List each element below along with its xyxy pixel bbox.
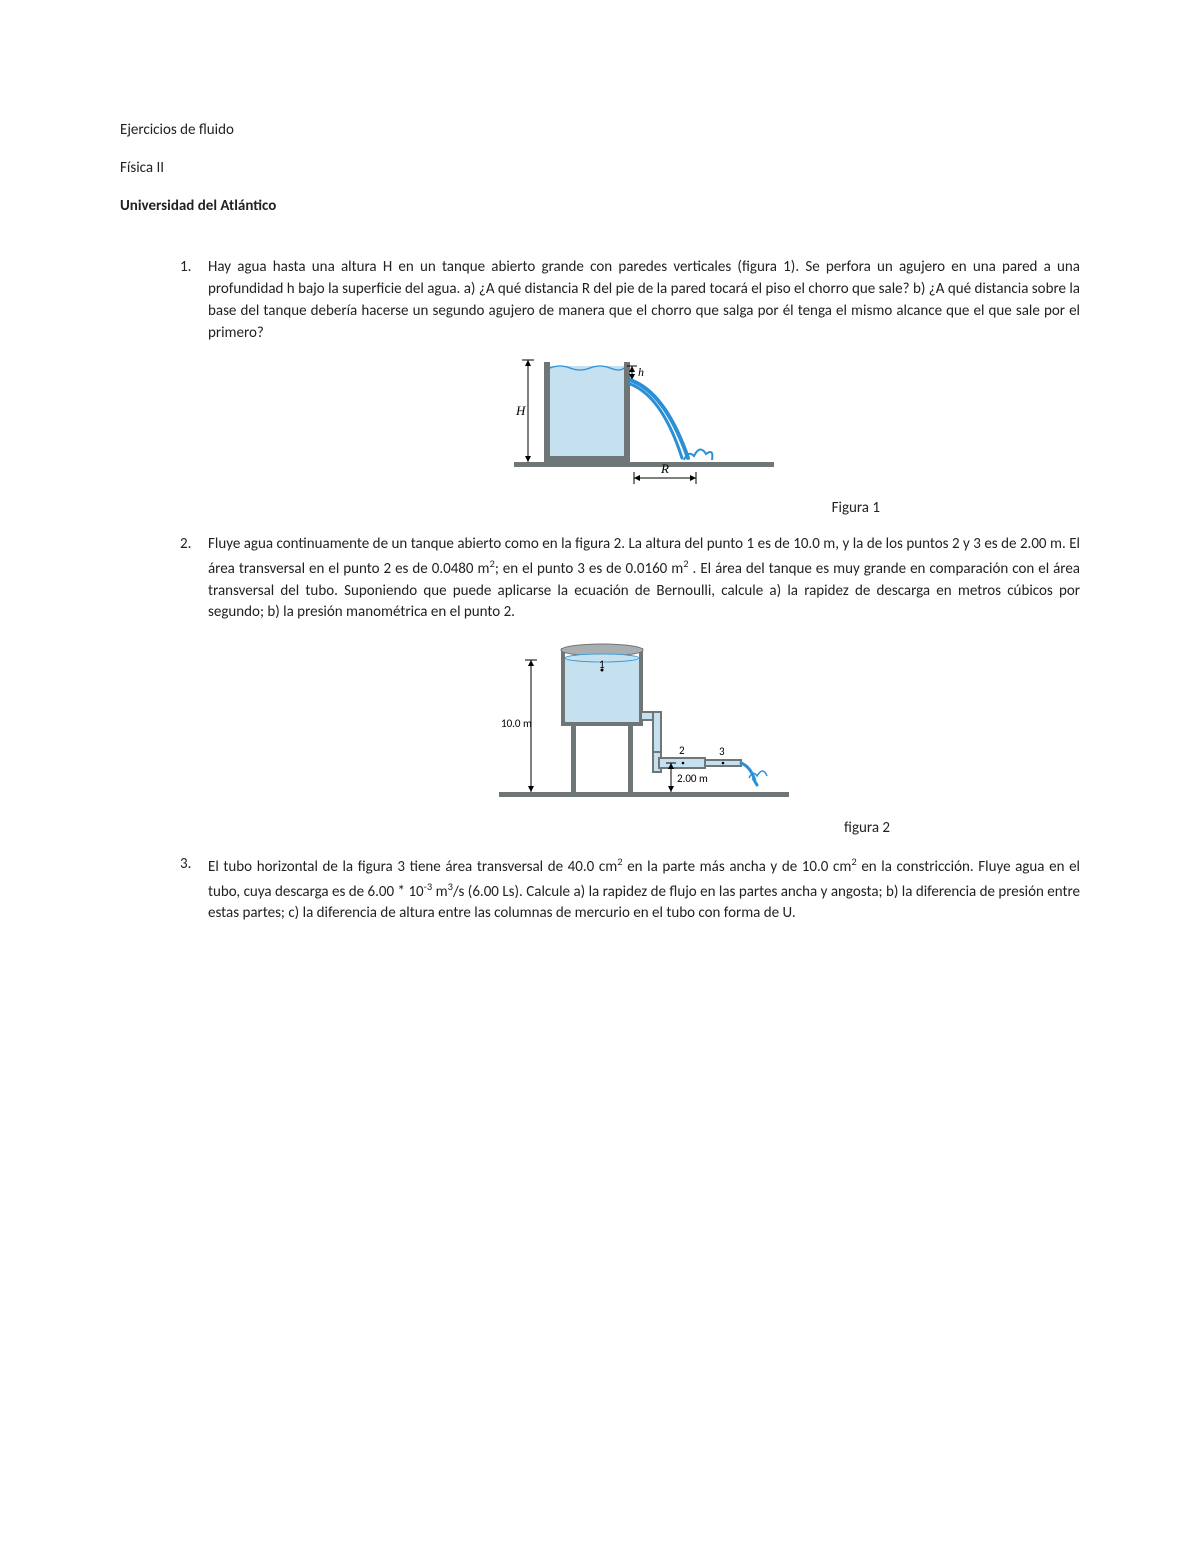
problems-list: 1. Hay agua hasta una altura H en un tan… bbox=[120, 257, 1080, 925]
doc-title: Ejercicios de fluido bbox=[120, 120, 1080, 142]
doc-subtitle: Física II bbox=[120, 158, 1080, 180]
svg-text:2.00 m: 2.00 m bbox=[677, 772, 708, 785]
svg-text:3: 3 bbox=[719, 745, 725, 758]
problem-2-text: Fluye agua continuamente de un tanque ab… bbox=[208, 534, 1080, 624]
figure-2-caption: figura 2 bbox=[844, 818, 890, 840]
problem-1-text: Hay agua hasta una altura H en un tanque… bbox=[208, 257, 1080, 344]
svg-text:1: 1 bbox=[599, 658, 605, 671]
figure-1: Hh R Figura 1 bbox=[208, 354, 1080, 520]
figure-1-caption: Figura 1 bbox=[832, 498, 880, 520]
svg-text:10.0 m: 10.0 m bbox=[501, 717, 532, 730]
doc-university: Universidad del Atlántico bbox=[120, 196, 1080, 218]
problem-3: 3. El tubo horizontal de la figura 3 tie… bbox=[180, 854, 1080, 925]
problem-1-number: 1. bbox=[180, 257, 208, 344]
figure-2: 1 2 3 10.0 m 2.00 m figura 2 bbox=[208, 634, 1080, 840]
svg-text:H: H bbox=[515, 403, 526, 418]
svg-text:2: 2 bbox=[679, 744, 685, 757]
problem-2-number: 2. bbox=[180, 534, 208, 624]
problem-3-number: 3. bbox=[180, 854, 208, 925]
svg-text:h: h bbox=[638, 365, 644, 379]
figure-2-svg: 1 2 3 10.0 m 2.00 m bbox=[499, 634, 789, 814]
svg-text:R: R bbox=[660, 461, 669, 476]
figure-1-svg: Hh R bbox=[514, 354, 774, 494]
problem-1: 1. Hay agua hasta una altura H en un tan… bbox=[180, 257, 1080, 344]
problem-2: 2. Fluye agua continuamente de un tanque… bbox=[180, 534, 1080, 624]
problem-3-text: El tubo horizontal de la figura 3 tiene … bbox=[208, 854, 1080, 925]
